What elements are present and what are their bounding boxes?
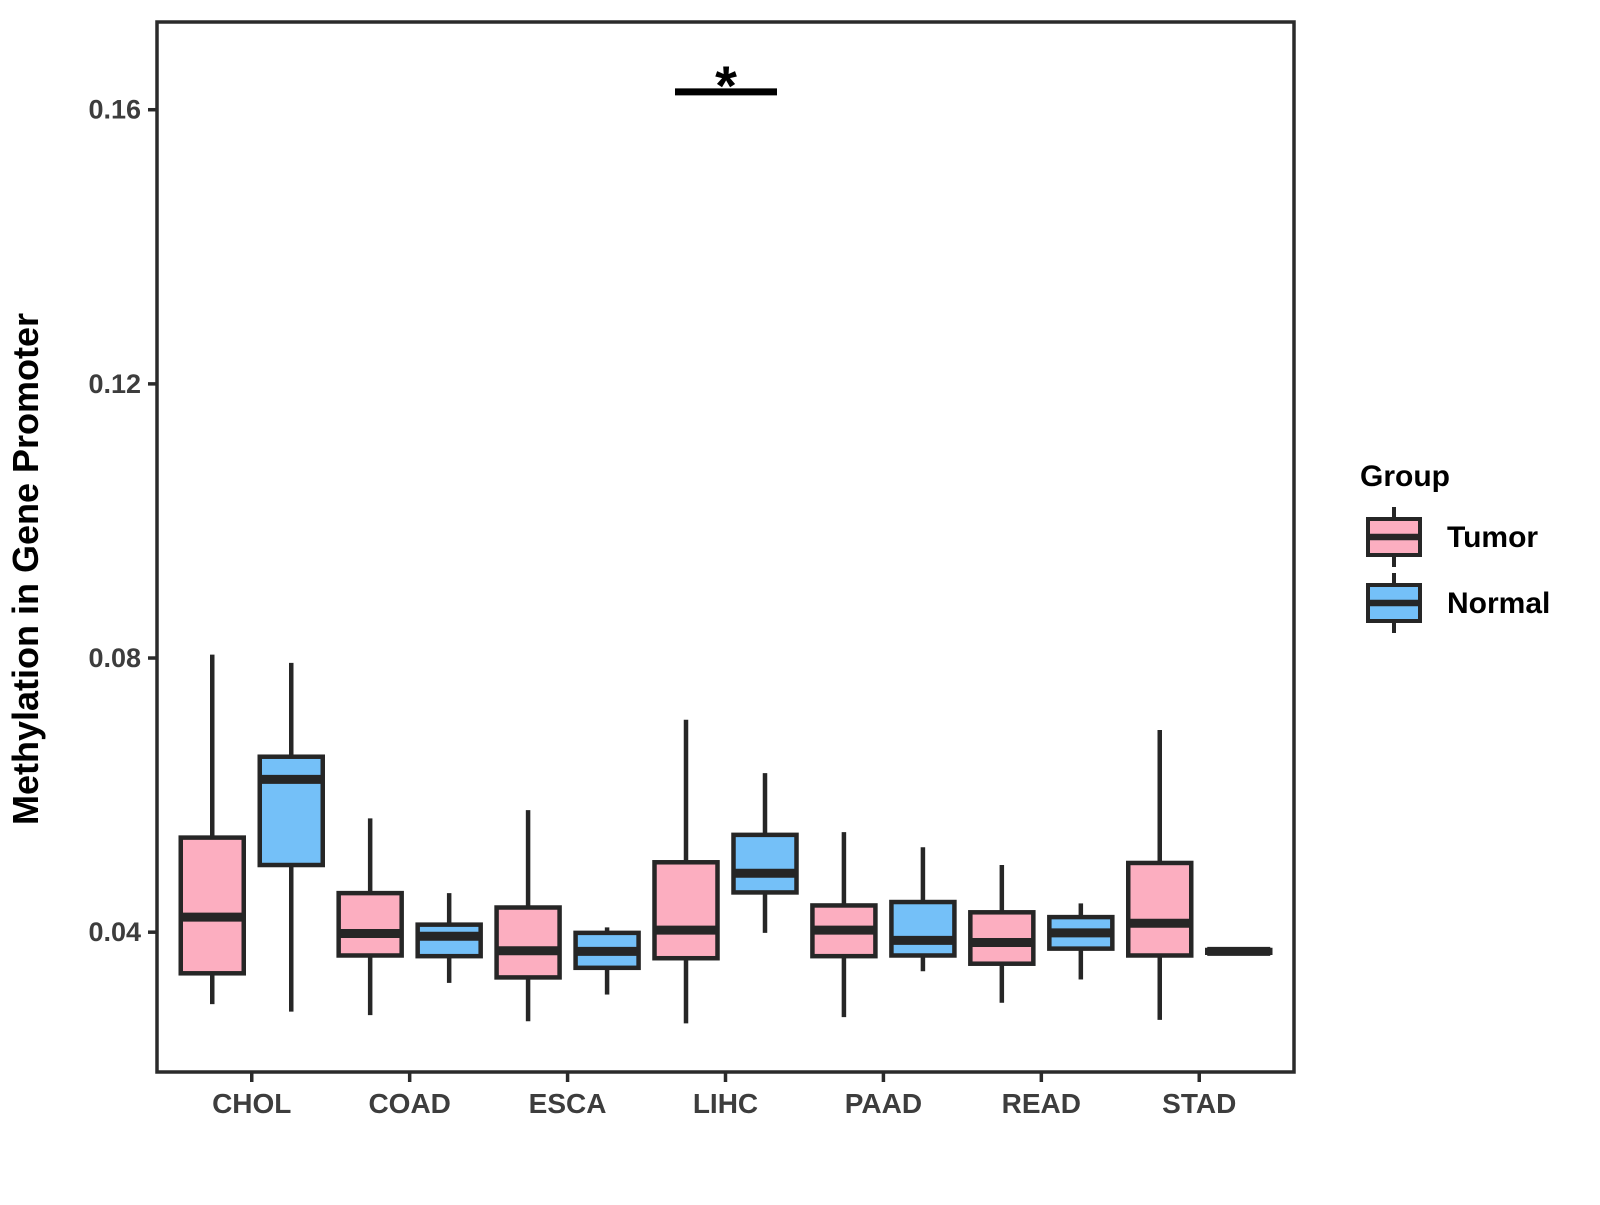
box-group-normal-read [1047,903,1115,980]
box-normal-paad [889,899,957,958]
box-group-normal-chol [257,662,325,1012]
x-tick-label-coad: COAD [368,1088,450,1119]
x-tick-label-lihc: LIHC [693,1088,758,1119]
box-tumor-stad [1126,860,1194,958]
legend-label-normal: Normal [1447,587,1550,620]
box-group-tumor-lihc [652,719,720,1024]
box-group-normal-coad [415,893,483,983]
y-axis-title: Methylation in Gene Promoter [5,313,46,825]
box-group-normal-stad [1205,946,1273,956]
box-group-tumor-chol [178,654,246,1005]
box-tumor-coad [336,890,404,958]
box-group-tumor-stad [1126,729,1194,1020]
y-tick-label: 0.04 [88,917,141,947]
box-tumor-lihc [652,860,720,961]
box-group-normal-esca [573,927,641,995]
significance-star: * [715,54,737,117]
box-tumor-chol [178,835,246,976]
box-group-tumor-read [968,865,1036,1003]
y-tick-label: 0.08 [88,643,141,673]
x-tick-label-chol: CHOL [212,1088,291,1119]
box-group-tumor-coad [336,818,404,1016]
x-tick-label-stad: STAD [1162,1088,1236,1119]
y-tick-label: 0.12 [88,369,141,399]
box-group-tumor-esca [494,810,562,1022]
y-tick-label: 0.16 [88,95,141,125]
box-normal-chol [257,754,325,868]
x-tick-label-esca: ESCA [529,1088,607,1119]
x-tick-label-read: READ [1002,1088,1081,1119]
box-normal-lihc [731,832,799,895]
box-group-normal-lihc [731,773,799,933]
box-tumor-esca [494,905,562,980]
legend-key-normal [1366,573,1422,633]
box-group-tumor-paad [810,832,878,1018]
legend-label-tumor: Tumor [1447,521,1538,554]
panel-border [155,20,1296,1074]
legend-key-tumor [1366,507,1422,567]
x-tick-label-paad: PAAD [845,1088,922,1119]
legend [1366,507,1422,633]
legend-title: Group [1360,460,1450,493]
box-group-normal-paad [889,847,957,972]
